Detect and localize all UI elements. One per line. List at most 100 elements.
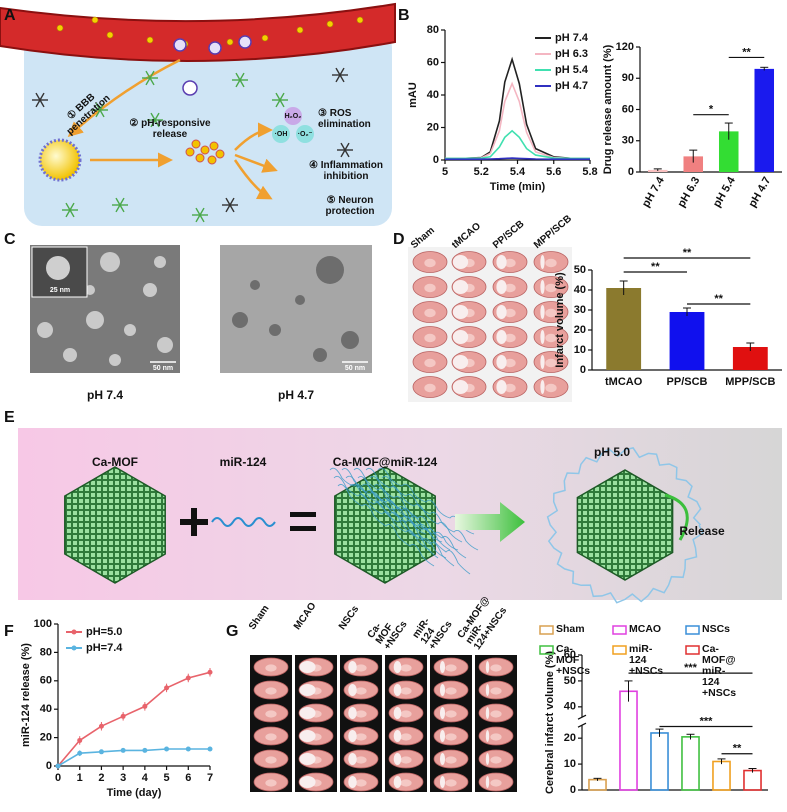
y-tick-label: 40 bbox=[574, 284, 586, 296]
brain-photo bbox=[430, 655, 472, 792]
microglia bbox=[279, 92, 285, 101]
infarct bbox=[439, 753, 446, 765]
microglia bbox=[275, 99, 281, 108]
significance-label: *** bbox=[684, 662, 698, 674]
legend-swatch bbox=[685, 625, 700, 635]
microglia bbox=[115, 204, 121, 213]
infarct bbox=[485, 707, 490, 719]
fragment bbox=[209, 141, 219, 151]
brain-core bbox=[400, 710, 412, 718]
infarct bbox=[496, 280, 507, 294]
infarct bbox=[393, 684, 402, 696]
particle bbox=[143, 283, 157, 297]
brain-core bbox=[490, 779, 502, 787]
brain-core bbox=[545, 358, 557, 368]
infarct bbox=[485, 684, 490, 696]
y-tick-label: 80 bbox=[40, 646, 52, 658]
infarct bbox=[496, 330, 507, 344]
infarct bbox=[348, 730, 357, 742]
microglia bbox=[65, 202, 71, 211]
nanoparticle bbox=[261, 34, 269, 42]
marker bbox=[142, 747, 148, 753]
x-tick-label: 1 bbox=[77, 772, 83, 784]
significance-label: * bbox=[709, 104, 714, 116]
marker bbox=[77, 737, 83, 743]
aggregate bbox=[341, 331, 359, 349]
brain-core bbox=[265, 687, 277, 695]
x-tick-label: 0 bbox=[55, 772, 61, 784]
scale-bar-label: 25 nm bbox=[50, 287, 70, 294]
brain-core bbox=[400, 779, 412, 787]
x-tick-label: 3 bbox=[120, 772, 126, 784]
bar bbox=[606, 288, 642, 370]
infarct bbox=[485, 753, 490, 765]
infarct bbox=[299, 707, 316, 719]
y-tick-label: 0 bbox=[580, 364, 586, 376]
microglia bbox=[239, 79, 245, 88]
brain-core bbox=[545, 383, 557, 393]
brain-photo bbox=[475, 655, 517, 792]
infarct bbox=[496, 255, 507, 269]
fragment bbox=[207, 155, 217, 165]
infarct bbox=[299, 661, 316, 673]
legend-marker bbox=[71, 629, 77, 635]
legend-label: pH 6.3 bbox=[555, 48, 588, 60]
microglia bbox=[275, 92, 281, 101]
aggregate bbox=[313, 348, 327, 362]
arrow bbox=[234, 153, 278, 173]
microglia bbox=[344, 142, 350, 151]
infarct bbox=[348, 776, 357, 788]
y-tick-label: 0 bbox=[570, 784, 576, 796]
brain-photo bbox=[340, 655, 382, 792]
infarct bbox=[439, 776, 446, 788]
infarct bbox=[540, 255, 545, 269]
microglia bbox=[95, 102, 101, 111]
immune-cell bbox=[182, 80, 198, 96]
infarct bbox=[393, 776, 402, 788]
immune-cell bbox=[208, 41, 222, 55]
microglia bbox=[340, 142, 346, 151]
legend-swatch bbox=[539, 645, 554, 655]
nanoparticle bbox=[106, 31, 114, 39]
marker bbox=[185, 746, 191, 752]
infarct bbox=[452, 255, 469, 269]
mirna-coat bbox=[365, 467, 463, 543]
nanoparticle bbox=[326, 20, 334, 28]
infarct bbox=[393, 753, 402, 765]
brain-core bbox=[400, 664, 412, 672]
legend-label: miR-124 +NSCs bbox=[629, 643, 664, 677]
image-label: pH 4.7 bbox=[278, 388, 314, 402]
brain-core bbox=[504, 308, 516, 318]
microglia bbox=[339, 67, 345, 76]
series-line bbox=[57, 671, 211, 767]
legend-swatch bbox=[539, 625, 554, 635]
panel-letter: A bbox=[4, 7, 16, 24]
y-tick-label: 60 bbox=[40, 675, 52, 687]
marker bbox=[120, 747, 126, 753]
ros-species: ·OH bbox=[275, 131, 288, 138]
microglia bbox=[340, 149, 346, 158]
microglia bbox=[95, 109, 101, 118]
mirna-coat bbox=[349, 483, 447, 559]
particle bbox=[157, 337, 173, 353]
brain-core bbox=[424, 308, 436, 318]
bar bbox=[754, 68, 775, 172]
microglia bbox=[235, 72, 241, 81]
tem-image bbox=[220, 245, 372, 373]
microglia bbox=[335, 67, 341, 76]
microglia bbox=[229, 204, 235, 213]
x-tick-label: 5.2 bbox=[474, 166, 489, 178]
y-tick-label: 0 bbox=[46, 760, 52, 772]
particle bbox=[46, 256, 70, 280]
brain-core bbox=[355, 779, 367, 787]
brain-core bbox=[400, 733, 412, 741]
y-tick-label: 60 bbox=[622, 103, 634, 115]
infarct bbox=[452, 280, 469, 294]
brain-core bbox=[490, 756, 502, 764]
brain-core bbox=[490, 733, 502, 741]
release-arrow bbox=[664, 493, 689, 541]
y-axis-label: miR-124 release (%) bbox=[20, 643, 32, 747]
fragment bbox=[191, 139, 201, 149]
x-tick-label: 2 bbox=[98, 772, 104, 784]
y-tick-label: 80 bbox=[427, 24, 439, 36]
